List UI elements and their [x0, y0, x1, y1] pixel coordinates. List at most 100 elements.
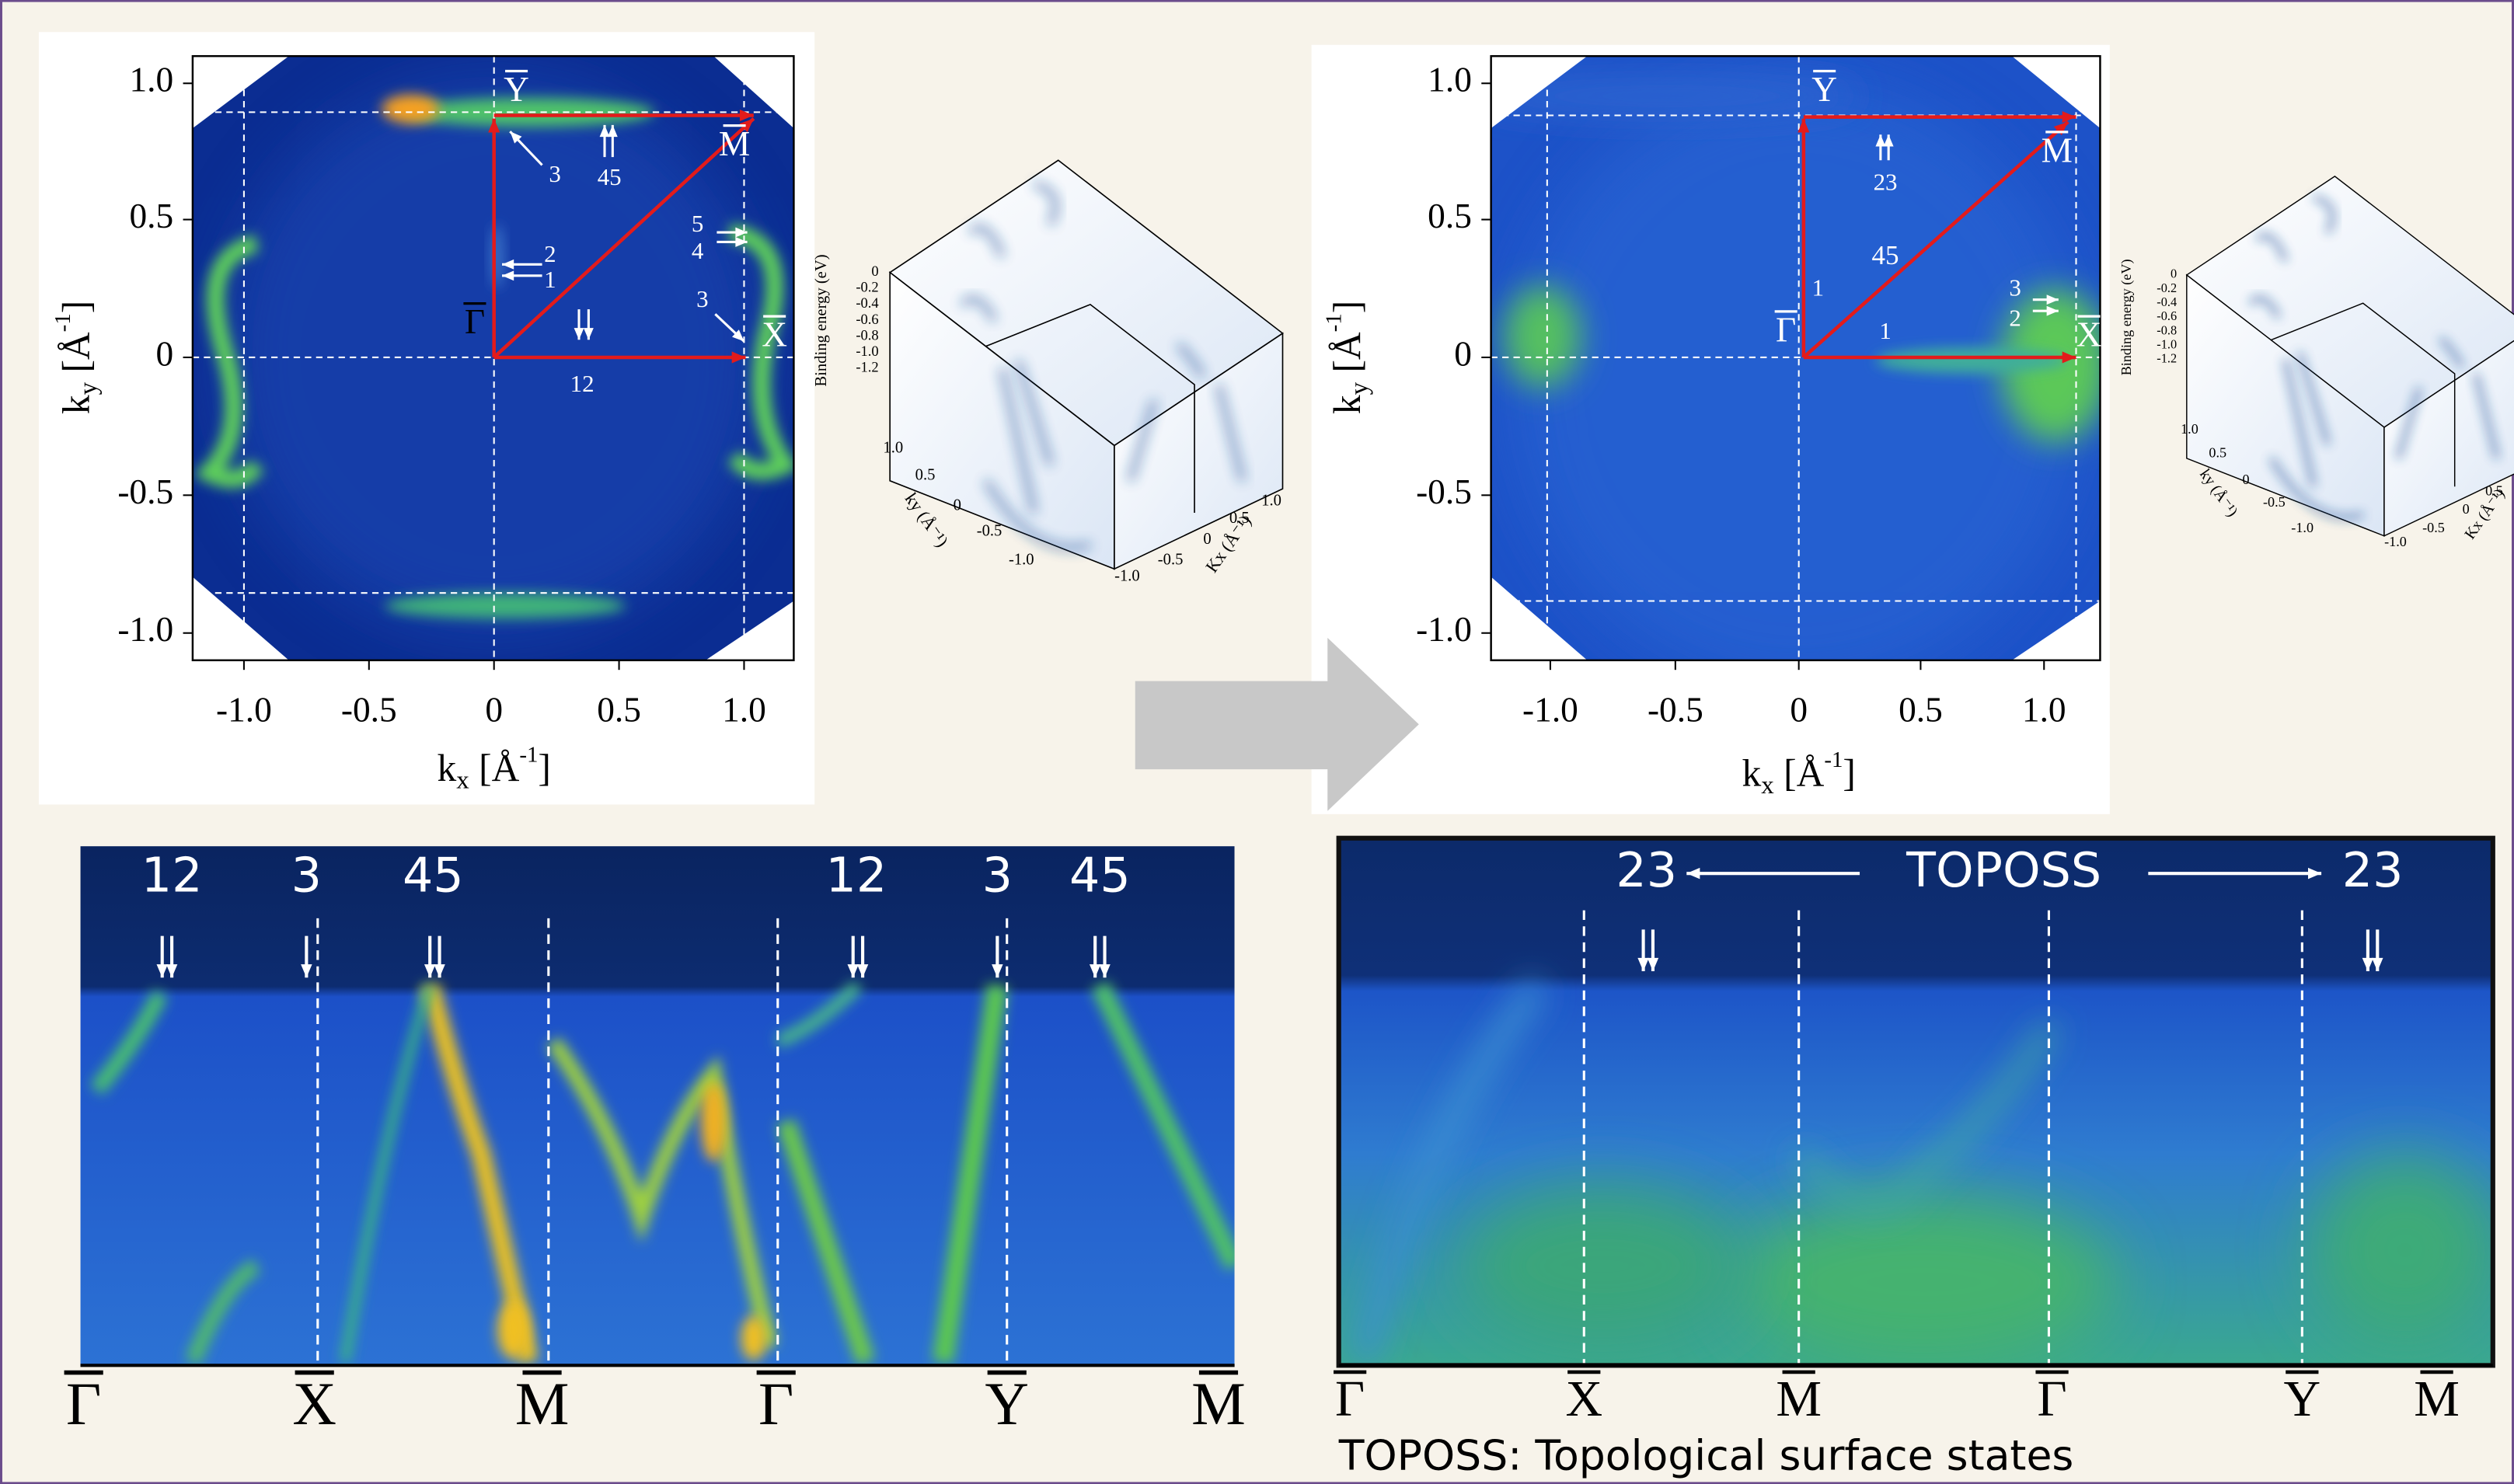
y-tick-label: -0.5	[1416, 472, 1472, 511]
kx-tick-label: -1.0	[1114, 567, 1140, 584]
ky-tick-label: 1.0	[2181, 421, 2198, 437]
symmetry-point: Γ	[1776, 310, 1796, 349]
axis-label-sup: -1	[1824, 747, 1843, 772]
x-tick-label: -0.5	[341, 690, 397, 729]
ky-tick-label: 0.5	[915, 466, 936, 483]
intensity-feature	[382, 95, 439, 124]
band-label: 12	[141, 847, 203, 903]
band-cut	[1339, 838, 2501, 1371]
band-label: 1	[544, 266, 556, 293]
figure: 1.00.50-0.5-1.0-1.0-0.500.51.0ky [Å-1]kx…	[0, 0, 2514, 1484]
axis-label-sub: y	[1345, 381, 1373, 395]
energy-tick-label: 0	[871, 263, 878, 280]
kx-tick-label: 0	[2463, 501, 2470, 517]
symmetry-point: M	[1191, 1370, 1246, 1437]
axis-label-part: [Å	[469, 747, 520, 790]
band-label: 3	[2009, 273, 2021, 301]
x-tick-label: 1.0	[2022, 690, 2066, 729]
page: { "map_before": { "y_ticks": ["1.0", "0.…	[0, 0, 2514, 1484]
x-tick-label: 0.5	[1899, 690, 1943, 729]
symmetry-point: M	[2414, 1371, 2460, 1427]
cut-base	[81, 846, 1235, 1365]
axis-label-sub: x	[456, 766, 469, 794]
band-feature	[1459, 1186, 1747, 1346]
band-label: 23	[2342, 842, 2404, 898]
band-label: 2	[2009, 305, 2021, 332]
band-label: 4	[692, 237, 703, 264]
energy-tick-label: -0.6	[2157, 308, 2177, 323]
axis-label-sup: -1	[51, 313, 75, 332]
ky-tick-label: 1.0	[883, 439, 903, 456]
ky-tick-label: -1.0	[1009, 552, 1034, 569]
symmetry-point: X	[1565, 1371, 1602, 1427]
y-tick-label: 0	[155, 334, 173, 373]
y-tick-label: 0.5	[1428, 197, 1472, 235]
axis-label-part: ]	[538, 747, 550, 790]
axis-label-part: k	[1327, 395, 1369, 414]
band-label: 3	[549, 160, 560, 187]
symmetry-point: M	[1776, 1371, 1822, 1427]
band-label: 1	[1812, 273, 1824, 301]
y-tick-label: 0.5	[129, 197, 173, 235]
energy-tick-label: -0.8	[2157, 322, 2177, 337]
x-tick-label: -1.0	[216, 690, 272, 729]
symmetry-point: Γ	[66, 1370, 101, 1437]
energy-tick-label: 0	[2171, 266, 2177, 281]
y-tick-label: -1.0	[117, 610, 173, 649]
x-tick-label: 0	[1790, 690, 1808, 729]
band-label: TOPOSS	[1906, 842, 2101, 898]
x-tick-label: -0.5	[1648, 690, 1703, 729]
ky-tick-label: 0.5	[2209, 445, 2226, 461]
symmetry-point: M	[515, 1370, 570, 1437]
symmetry-point: X	[292, 1370, 336, 1437]
band-label: 1	[1879, 317, 1891, 344]
band-label: 12	[570, 370, 595, 397]
band-label: 23	[1874, 168, 1898, 195]
energy-tick-label: -0.8	[856, 327, 878, 343]
symmetry-point: X	[2076, 315, 2102, 354]
band-label: 45	[1069, 847, 1131, 903]
y-tick-label: -0.5	[117, 472, 173, 511]
energy-axis-label: Binding energy (eV)	[813, 254, 830, 386]
axis-label-sub: x	[1761, 771, 1774, 799]
band-label: 3	[982, 847, 1013, 903]
y-tick-label: 1.0	[129, 61, 173, 99]
energy-tick-label: -1.2	[2157, 351, 2177, 366]
axis-label-part: k	[437, 747, 456, 790]
x-tick-label: 0.5	[597, 690, 641, 729]
axis-label-part: k	[55, 395, 98, 414]
energy-tick-label: -0.6	[856, 312, 878, 328]
kx-tick-label: -0.5	[2422, 520, 2445, 535]
ky-tick-label: -0.5	[2263, 494, 2286, 510]
symmetry-point: M	[719, 124, 750, 163]
energy-tick-label: -1.0	[2157, 336, 2177, 351]
band-label: 3	[291, 847, 322, 903]
kx-tick-label: 0	[1203, 531, 1211, 548]
energy-tick-label: -1.0	[856, 343, 878, 360]
symmetry-point: Y	[504, 70, 529, 109]
intensity-map	[1475, 56, 2110, 689]
y-tick-label: -1.0	[1416, 610, 1472, 649]
ky-tick-label: -0.5	[977, 523, 1002, 540]
y-tick-label: 0	[1454, 334, 1472, 373]
band-label: 45	[1872, 240, 1899, 270]
axis-label-sup: -1	[519, 742, 538, 767]
band-feature	[1731, 1194, 2116, 1371]
axis-label-part: k	[1742, 752, 1761, 795]
symmetry-point: Γ	[465, 302, 485, 341]
symmetry-point: Y	[2284, 1371, 2321, 1427]
axis-label-sub: y	[74, 381, 102, 395]
axis-label-part: [Å	[55, 332, 98, 382]
caption: TOPOSS: Topological surface states	[1338, 1431, 2074, 1480]
symmetry-point: Y	[985, 1370, 1029, 1437]
axis-label-part: [Å	[1327, 332, 1369, 382]
energy-tick-label: -0.2	[856, 280, 878, 296]
symmetry-point: X	[762, 315, 787, 354]
energy-axis-label: Binding energy (eV)	[2118, 260, 2135, 376]
band-label: 3	[696, 285, 708, 312]
axis-label-part: [Å	[1774, 752, 1825, 795]
symmetry-point: M	[2042, 131, 2073, 169]
kx-tick-label: -1.0	[2384, 534, 2407, 549]
energy-tick-label: -0.4	[2157, 294, 2177, 309]
band-feature	[701, 1082, 727, 1162]
